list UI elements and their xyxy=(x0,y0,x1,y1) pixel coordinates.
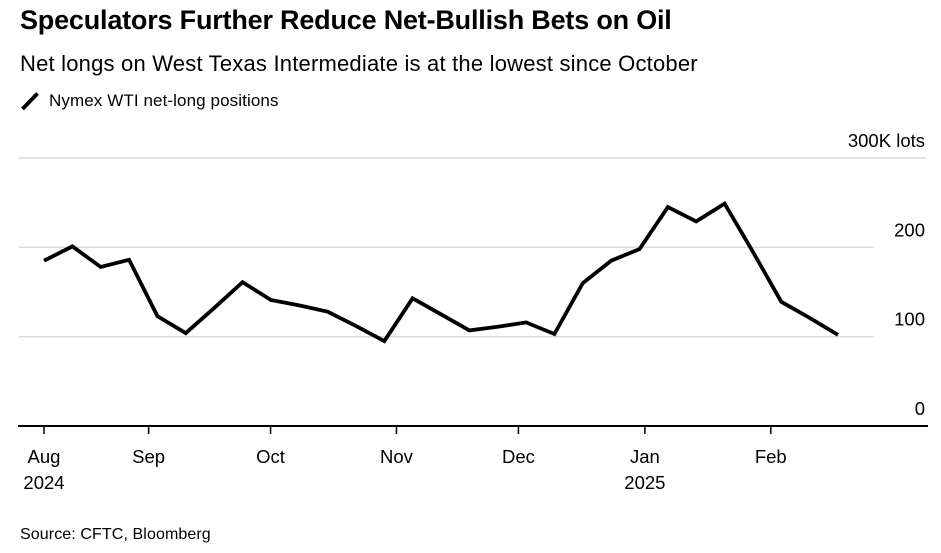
x-axis-label-nov: Nov xyxy=(380,446,414,467)
y-axis-label-300: 300K lots xyxy=(848,130,925,151)
legend-label: Nymex WTI net-long positions xyxy=(49,91,279,110)
x-axis-year-label-2024: 2024 xyxy=(23,472,64,493)
source-note: Source: CFTC, Bloomberg xyxy=(20,526,211,543)
chart-subtitle: Net longs on West Texas Intermediate is … xyxy=(20,51,698,76)
x-axis-label-dec: Dec xyxy=(502,446,535,467)
y-axis-label-0: 0 xyxy=(915,398,925,419)
y-axis-label-100: 100 xyxy=(894,309,925,330)
chart-title: Speculators Further Reduce Net-Bullish B… xyxy=(20,5,672,35)
x-axis-year-label-2025: 2025 xyxy=(624,472,665,493)
line-series-marker-icon xyxy=(21,92,39,111)
x-axis-label-feb: Feb xyxy=(755,446,787,467)
legend: Nymex WTI net-long positions xyxy=(20,90,279,112)
x-axis-label-oct: Oct xyxy=(256,446,285,467)
x-axis-label-jan: Jan xyxy=(630,446,660,467)
series-line xyxy=(43,200,839,344)
x-axis-label-sep: Sep xyxy=(132,446,165,467)
x-axis-label-aug: Aug xyxy=(28,446,61,467)
y-axis-label-200: 200 xyxy=(894,219,925,240)
